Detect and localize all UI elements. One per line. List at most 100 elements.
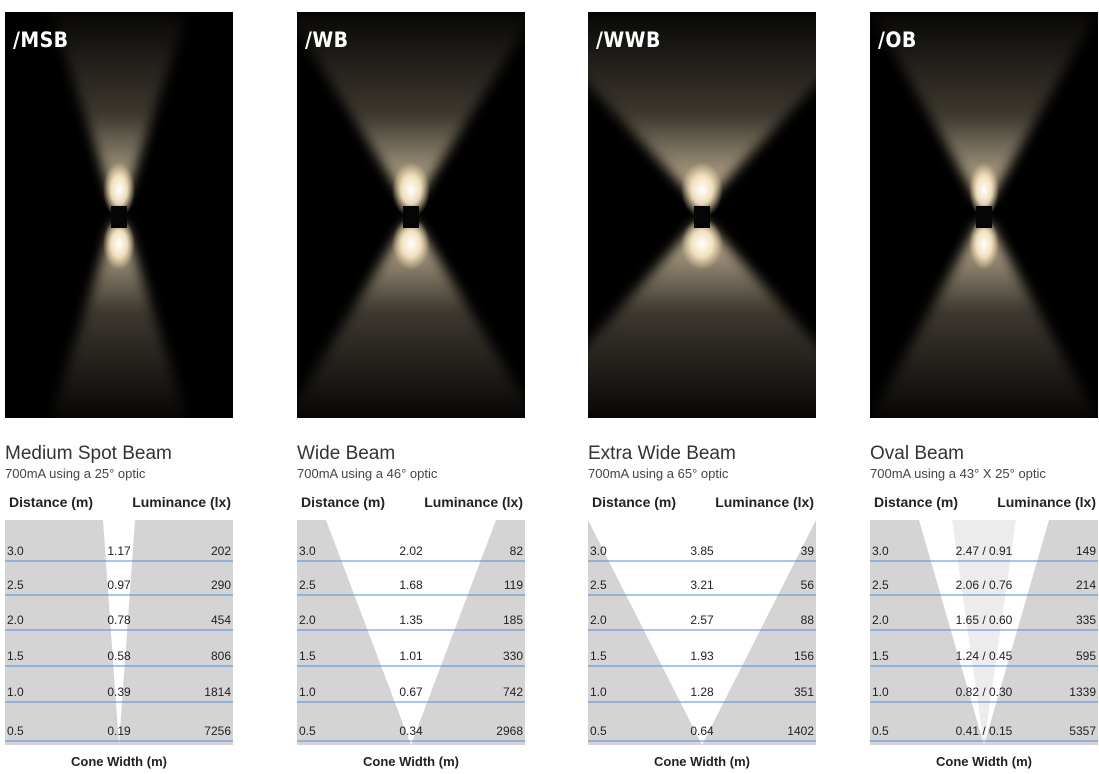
beam-table: 3.0 3.85 39 2.5 3.21 56 2.0 2.57 88 1.5 1.93 156 1.0…: [588, 520, 816, 748]
beam-title: Extra Wide Beam: [588, 443, 736, 464]
product-code: /WWB: [596, 28, 661, 52]
beam-photo: /WB: [297, 12, 525, 418]
luminance-cell: 39: [800, 544, 814, 558]
lower-hotspot: [103, 218, 135, 270]
distance-cell: 1.5: [7, 649, 24, 663]
table-row: 0.5 0.41 / 0.15 5357: [870, 722, 1098, 741]
beam-panel-wb: /WB Wide Beam 700mA using a 46° optic Di…: [297, 0, 525, 774]
cone-width-cell: 2.06 / 0.76: [955, 578, 1013, 592]
cone-width-cell: 0.78: [107, 613, 131, 627]
luminance-cell: 1339: [1069, 685, 1096, 699]
cone-width-cell: 1.93: [690, 649, 714, 663]
distance-cell: 2.0: [7, 613, 24, 627]
distance-cell: 2.0: [590, 613, 607, 627]
distance-cell: 0.5: [872, 724, 889, 738]
beam-title: Medium Spot Beam: [5, 443, 172, 464]
fixture-body: [976, 206, 992, 228]
beam-photo: /WWB: [588, 12, 816, 418]
luminance-cell: 5357: [1069, 724, 1096, 738]
cone-wedge-right: [411, 520, 525, 745]
upward-light-cone: [588, 12, 816, 200]
cone-diagram: [588, 520, 816, 745]
table-row: 1.5 1.93 156: [588, 647, 816, 666]
beam-table: 3.0 1.17 202 2.5 0.97 290 2.0 0.78 454 1.5 0.58 806…: [5, 520, 233, 748]
luminance-cell: 149: [1075, 544, 1096, 558]
distance-header: Distance (m): [874, 494, 959, 510]
distance-cell: 2.0: [872, 613, 889, 627]
cone-wedge-right: [984, 520, 1098, 745]
table-row: 1.5 0.58 806: [5, 647, 233, 666]
beam-subtitle: 700mA using a 25° optic: [5, 466, 146, 481]
beam-title: Wide Beam: [297, 443, 396, 464]
distance-cell: 0.5: [590, 724, 607, 738]
luminance-cell: 742: [502, 685, 523, 699]
product-code: /OB: [878, 28, 917, 52]
beam-photo: /OB: [870, 12, 1098, 418]
cone-wedge-left: [297, 520, 411, 745]
cone-width-cell: 1.01: [399, 649, 423, 663]
table-row: 2.5 3.21 56: [588, 576, 816, 595]
beam-light-image: [50, 12, 188, 418]
cone-width-cell: 0.67: [399, 685, 423, 699]
cone-width-cell: 1.65 / 0.60: [955, 613, 1013, 627]
luminance-cell: 1402: [787, 724, 814, 738]
beam-title: Oval Beam: [870, 443, 964, 464]
distance-header: Distance (m): [301, 494, 386, 510]
cone-width-cell: 0.19: [107, 724, 131, 738]
table-row: 2.0 1.65 / 0.60 335: [870, 611, 1098, 630]
beam-subtitle: 700mA using a 43° X 25° optic: [870, 466, 1046, 481]
upper-hotspot: [681, 162, 723, 218]
table-row: 3.0 1.17 202: [5, 542, 233, 561]
fixture-body: [403, 206, 419, 228]
table-row: 0.5 0.34 2968: [297, 722, 525, 741]
distance-cell: 1.5: [590, 649, 607, 663]
cone-width-cell: 1.17: [107, 544, 131, 558]
luminance-cell: 88: [800, 613, 814, 627]
cone-width-cell: 1.24 / 0.45: [955, 649, 1013, 663]
downward-light-cone: [870, 224, 1098, 418]
cone-width-cell: 2.02: [399, 544, 423, 558]
distance-cell: 1.0: [299, 685, 316, 699]
luminance-cell: 351: [793, 685, 814, 699]
distance-header: Distance (m): [592, 494, 677, 510]
table-row: 2.5 0.97 290: [5, 576, 233, 595]
luminance-cell: 335: [1075, 613, 1096, 627]
cone-inner-narrow: [952, 520, 1016, 745]
luminance-cell: 156: [793, 649, 814, 663]
distance-cell: 1.5: [872, 649, 889, 663]
cone-width-cell: 0.64: [690, 724, 714, 738]
cone-wedge-left: [588, 520, 702, 745]
beam-panel-wwb: /WWB Extra Wide Beam 700mA using a 65° o…: [588, 0, 816, 774]
distance-cell: 2.0: [299, 613, 316, 627]
table-row: 0.5 0.19 7256: [5, 722, 233, 741]
beam-subtitle: 700mA using a 65° optic: [588, 466, 729, 481]
luminance-cell: 185: [502, 613, 523, 627]
cone-width-label: Cone Width (m): [71, 754, 167, 769]
upward-light-cone: [870, 12, 1098, 200]
product-code: /MSB: [13, 28, 69, 52]
cone-width-label: Cone Width (m): [363, 754, 459, 769]
upper-hotspot: [103, 162, 135, 218]
luminance-cell: 56: [800, 578, 814, 592]
distance-cell: 3.0: [299, 544, 316, 558]
beam-photo: /MSB: [5, 12, 233, 418]
distance-cell: 0.5: [299, 724, 316, 738]
table-row: 1.0 1.28 351: [588, 683, 816, 702]
beam-panel-msb: /MSB Medium Spot Beam 700mA using a 25° …: [5, 0, 233, 774]
table-row: 1.0 0.39 1814: [5, 683, 233, 702]
luminance-cell: 454: [210, 613, 231, 627]
lower-hotspot: [969, 218, 999, 270]
luminance-cell: 330: [502, 649, 523, 663]
beam-subtitle: 700mA using a 46° optic: [297, 466, 438, 481]
lower-hotspot: [392, 218, 430, 270]
lower-hotspot: [681, 218, 723, 270]
luminance-header: Luminance (lx): [715, 494, 814, 510]
upper-hotspot: [392, 162, 430, 218]
cone-width-cell: 1.28: [690, 685, 714, 699]
downward-light-cone: [297, 224, 525, 418]
luminance-cell: 214: [1075, 578, 1096, 592]
table-row: 2.5 1.68 119: [297, 576, 525, 595]
cone-width-cell: 0.41 / 0.15: [955, 724, 1013, 738]
distance-cell: 1.0: [590, 685, 607, 699]
distance-cell: 1.5: [299, 649, 316, 663]
